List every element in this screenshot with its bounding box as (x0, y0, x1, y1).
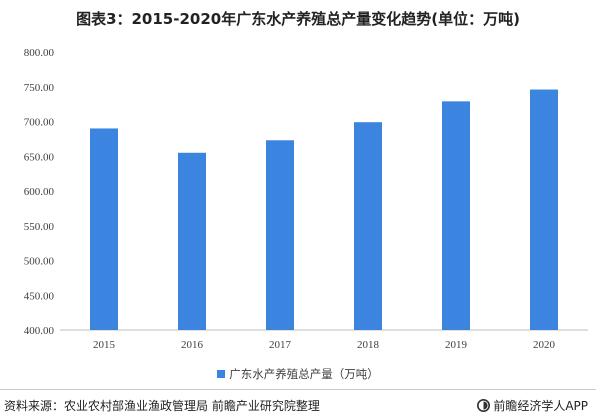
legend-swatch (217, 370, 226, 378)
bars (90, 89, 558, 330)
y-axis: 400.00 450.00 500.00 550.00 600.00 650.00 700.… (24, 47, 55, 337)
bar-2015 (90, 128, 118, 330)
x-tick-label: 2017 (269, 339, 292, 351)
bar-2019 (442, 101, 470, 330)
x-tick-label: 2019 (445, 339, 468, 351)
bar-2017 (266, 140, 294, 330)
y-tick-label: 800.00 (24, 47, 55, 59)
y-tick-label: 750.00 (24, 82, 55, 94)
bar-2020 (530, 89, 558, 330)
legend: 广东水产养殖总产量（万吨） (0, 366, 596, 382)
y-tick-label: 650.00 (24, 151, 55, 163)
x-tick-label: 2020 (533, 339, 556, 351)
brand: 前瞻经济学人APP (477, 397, 588, 414)
x-tick-label: 2016 (181, 339, 204, 351)
y-tick-label: 700.00 (24, 117, 55, 129)
footer: 资料来源：农业农村部渔业渔政管理局 前瞻产业研究院整理 前瞻经济学人APP (0, 389, 596, 419)
x-axis: 2015 2016 2017 2018 2019 2020 (93, 339, 556, 351)
x-tick-label: 2018 (357, 339, 380, 351)
x-tick-label: 2015 (93, 339, 116, 351)
y-tick-label: 500.00 (24, 256, 55, 268)
bar-chart: 400.00 450.00 500.00 550.00 600.00 650.00 700.… (24, 47, 588, 351)
y-tick-label: 400.00 (24, 325, 55, 337)
qianzhan-logo-icon (477, 399, 491, 412)
bar-2018 (354, 122, 382, 330)
bar-2016 (178, 152, 206, 330)
source-note: 资料来源：农业农村部渔业渔政管理局 前瞻产业研究院整理 (4, 399, 320, 413)
brand-label: 前瞻经济学人APP (493, 399, 588, 413)
chart-title: 图表3：2015-2020年广东水产养殖总产量变化趋势(单位：万吨) (76, 10, 520, 28)
y-tick-label: 450.00 (24, 290, 55, 302)
legend-label: 广东水产养殖总产量（万吨） (229, 367, 379, 381)
y-tick-label: 550.00 (24, 221, 55, 233)
y-tick-label: 600.00 (24, 186, 55, 198)
